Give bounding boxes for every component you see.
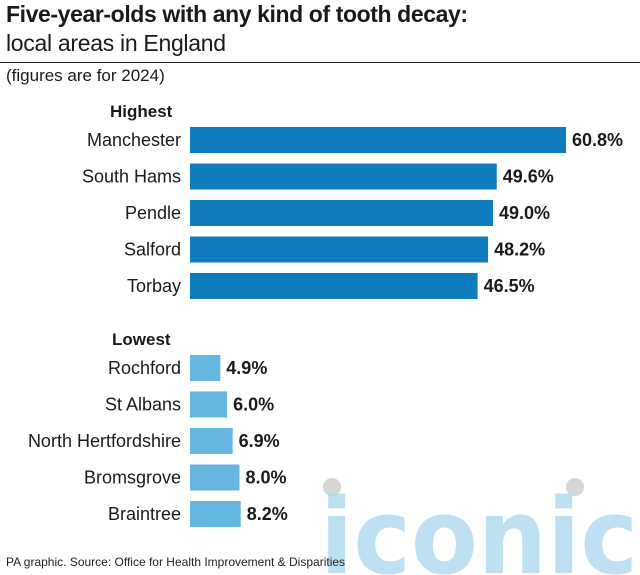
category-label-manchester: Manchester xyxy=(87,130,181,150)
category-label-rochford: Rochford xyxy=(108,358,181,378)
value-label-rochford: 4.9% xyxy=(226,358,267,378)
year-note: (figures are for 2024) xyxy=(6,66,165,85)
section-heading-lowest: Lowest xyxy=(112,330,171,349)
category-label-braintree: Braintree xyxy=(108,504,181,524)
value-label-salford: 48.2% xyxy=(494,240,545,260)
bar-salford xyxy=(190,236,489,263)
category-label-torbay: Torbay xyxy=(127,276,181,296)
chart-title: Five-year-olds with any kind of tooth de… xyxy=(6,1,468,27)
category-label-salford: Salford xyxy=(124,240,181,260)
category-label-south-hams: South Hams xyxy=(82,167,181,187)
bar-torbay xyxy=(190,273,478,299)
title-divider xyxy=(0,62,640,63)
bar-bromsgrove xyxy=(190,464,240,491)
category-label-pendle: Pendle xyxy=(125,203,181,223)
value-label-braintree: 8.2% xyxy=(247,504,288,524)
category-label-north-hertfordshire: North Hertfordshire xyxy=(28,431,181,451)
bar-rochford xyxy=(190,355,221,381)
chart-subtitle: local areas in England xyxy=(6,30,226,56)
value-label-torbay: 46.5% xyxy=(484,276,535,296)
value-label-pendle: 49.0% xyxy=(499,203,550,223)
section-heading-highest: Highest xyxy=(110,102,173,121)
category-label-st-albans: St Albans xyxy=(105,395,181,415)
bar-manchester xyxy=(190,127,566,153)
bar-braintree xyxy=(190,501,241,527)
bar-st-albans xyxy=(190,391,228,418)
value-label-st-albans: 6.0% xyxy=(233,395,274,415)
bar-pendle xyxy=(190,200,494,226)
value-label-bromsgrove: 8.0% xyxy=(245,468,286,488)
bar-north-hertfordshire xyxy=(190,428,233,454)
source-footer: PA graphic. Source: Office for Health Im… xyxy=(6,555,346,569)
value-label-manchester: 60.8% xyxy=(572,130,623,150)
bar-south-hams xyxy=(190,163,497,190)
value-label-north-hertfordshire: 6.9% xyxy=(239,431,280,451)
category-label-bromsgrove: Bromsgrove xyxy=(84,468,181,488)
value-label-south-hams: 49.6% xyxy=(503,167,554,187)
